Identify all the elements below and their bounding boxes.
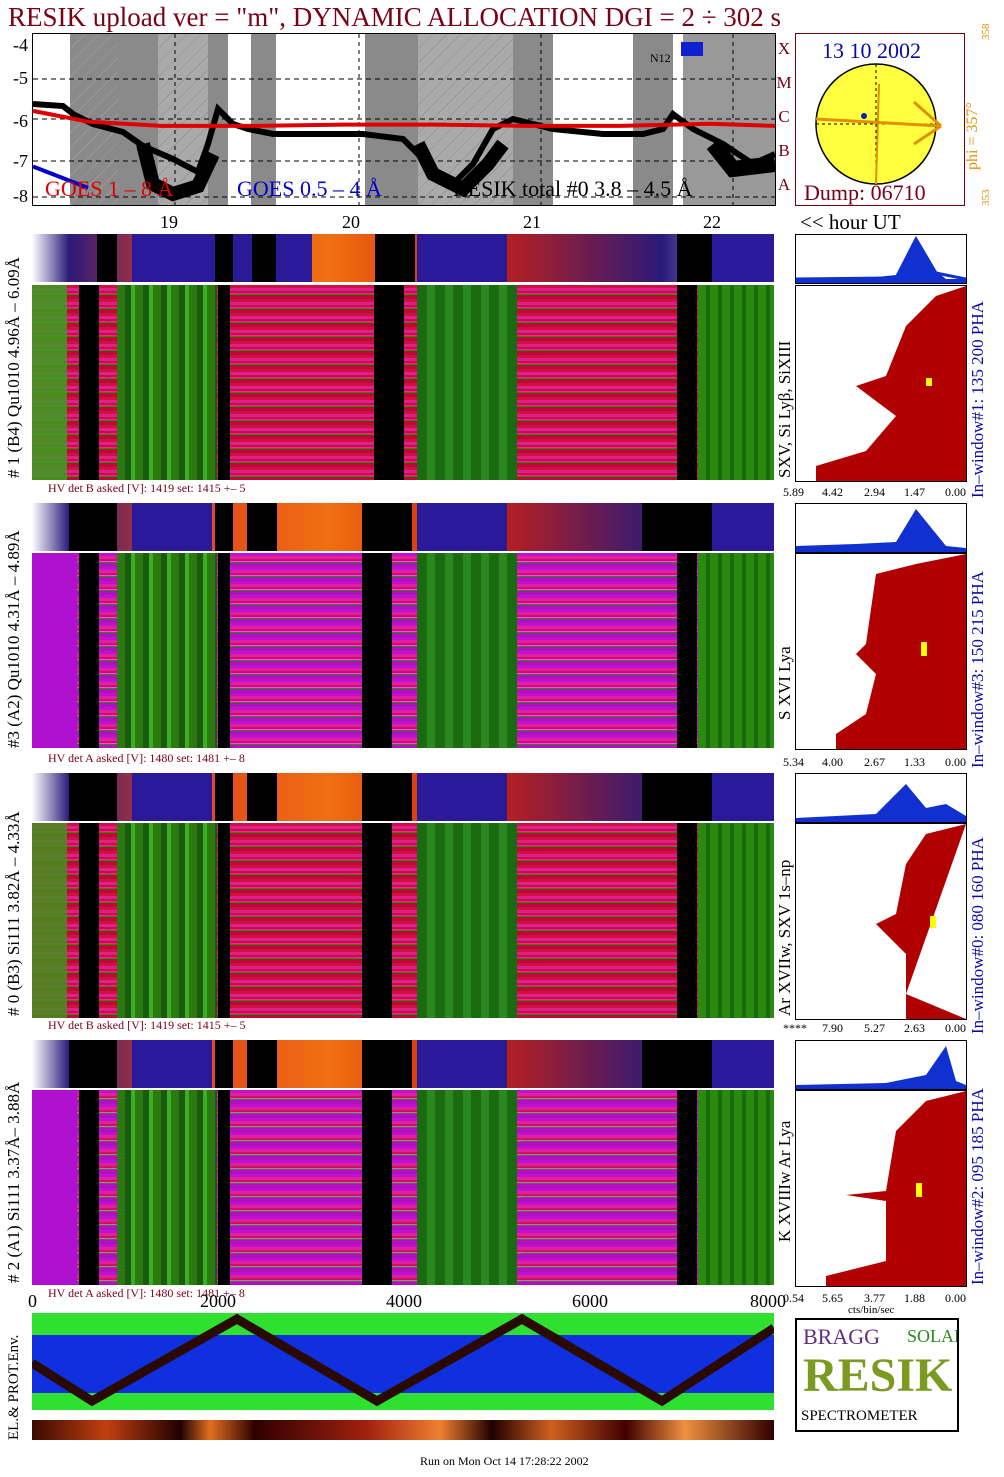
count-histogram-2 bbox=[795, 1090, 967, 1287]
hv-line-1: HV det B asked [V]: 1419 set: 1415 +– 5 bbox=[48, 481, 246, 495]
legend-goes-short: GOES 0.5 – 4 Å bbox=[237, 176, 382, 201]
panel-3-left-label: #3 (A2) Qu1010 4.31Å – 4.89Å bbox=[4, 530, 23, 748]
hour-label: 21 bbox=[523, 212, 541, 232]
x-tick: 2000 bbox=[200, 1291, 236, 1311]
logo-caption: SPECTROMETER bbox=[801, 1408, 918, 1424]
figure-title: RESIK upload ver = "m", DYNAMIC ALLOCATI… bbox=[8, 2, 782, 32]
panel-0-left-label: # 0 (B3) Si111 3.82Å – 4.33Å bbox=[4, 811, 23, 1016]
panel-1-left-label: # 1 (B4) Qu1010 4.96Å – 6.09Å bbox=[4, 257, 23, 478]
rtick: 0.00 bbox=[945, 1021, 966, 1035]
count-histogram-1 bbox=[795, 285, 967, 482]
rtick: 5.34 bbox=[783, 755, 804, 769]
environment-strip bbox=[32, 1420, 774, 1440]
rtick: 5.27 bbox=[864, 1021, 885, 1035]
y-tick: -6 bbox=[13, 111, 28, 131]
panel-1-window-label: In–window#1: 135 200 PHA bbox=[968, 301, 987, 498]
rtick: 4.42 bbox=[822, 485, 843, 499]
class-label: X bbox=[777, 39, 791, 58]
pha-stripe-1 bbox=[32, 234, 774, 282]
dump-label: Dump: 06710 bbox=[804, 180, 926, 205]
count-histogram-0 bbox=[795, 823, 967, 1020]
pha-stripe-2 bbox=[32, 1040, 774, 1088]
flare-class-column: X M C B A bbox=[775, 32, 793, 204]
count-axis-caption: cts/bin/sec bbox=[848, 1304, 895, 1316]
legend-goes-long: GOES 1 – 8 Å bbox=[45, 176, 174, 201]
spectrogram-2 bbox=[32, 1090, 774, 1285]
footer-run-info: Run on Mon Oct 14 17:28:22 2002 bbox=[420, 1454, 589, 1468]
rtick: 2.67 bbox=[864, 755, 885, 769]
hour-label: 20 bbox=[342, 212, 360, 232]
pha-histogram-1 bbox=[795, 234, 967, 284]
rtick: 2.94 bbox=[864, 485, 885, 499]
pha-histogram-2 bbox=[795, 1040, 967, 1090]
logo-word-bragg: BRAGG bbox=[803, 1324, 881, 1349]
rtick: 3.77 bbox=[864, 1291, 885, 1305]
class-label: A bbox=[777, 175, 791, 194]
hour-axis-caption: << hour UT bbox=[800, 210, 901, 234]
x-tick: 0 bbox=[28, 1291, 37, 1311]
y-tick: -7 bbox=[13, 151, 28, 171]
phi-label: phi = 357° bbox=[964, 102, 981, 170]
y-tick: -4 bbox=[13, 35, 28, 55]
logo-word-resik: RESIK bbox=[803, 1349, 953, 1402]
class-label: M bbox=[776, 73, 792, 92]
rtick: 5.89 bbox=[783, 485, 804, 499]
class-label: C bbox=[778, 107, 790, 126]
rtick: 2.63 bbox=[904, 1021, 925, 1035]
goes-series-svg: N12 bbox=[33, 34, 775, 205]
x-tick: 8000 bbox=[750, 1291, 786, 1311]
rtick: 0.00 bbox=[945, 755, 966, 769]
panel-0-right-label: Ar XVIIw, SXV 1s–np bbox=[775, 859, 794, 1016]
hv-line-3: HV det A asked [V]: 1480 set: 1481 +– 8 bbox=[48, 751, 245, 765]
y-tick: -5 bbox=[13, 68, 28, 88]
logo-word-solar: SOLAR bbox=[907, 1326, 957, 1346]
sun-disk-svg bbox=[815, 63, 942, 185]
rtick: 0.00 bbox=[945, 485, 966, 499]
rtick: **** bbox=[783, 1021, 807, 1035]
hv-line-0: HV det B asked [V]: 1419 set: 1415 +– 5 bbox=[48, 1018, 246, 1032]
pha-histogram-3 bbox=[795, 503, 967, 553]
rtick: 1.88 bbox=[904, 1291, 925, 1305]
legend-resik-total: RESIK total #0 3.8 – 4.5 Å bbox=[453, 176, 693, 201]
phi-bottom: 353 bbox=[980, 189, 992, 207]
panel-2-window-label: In–window#2: 095 185 PHA bbox=[968, 1088, 987, 1285]
pha-histogram-0 bbox=[795, 773, 967, 823]
panel-1-right-label: SXV, Si Lyβ, SiXIII bbox=[775, 340, 794, 478]
rtick: 0.00 bbox=[945, 1291, 966, 1305]
resik-logo: BRAGG RESIK SOLAR SPECTROMETER bbox=[795, 1318, 959, 1432]
panel-3-window-label: In–window#3: 150 215 PHA bbox=[968, 571, 987, 768]
panel-0-window-label: In–window#0: 080 160 PHA bbox=[968, 837, 987, 1034]
rtick: 1.47 bbox=[904, 485, 925, 499]
sun-position-panel: 13 10 2002 Dump: 06710 bbox=[795, 33, 965, 206]
hv-line-2: HV det A asked [V]: 1480 set: 1481 +– 8 bbox=[48, 1286, 245, 1300]
phi-top: 358 bbox=[980, 23, 992, 41]
panel-2-right-label: K XVIIIw Ar Lya bbox=[775, 1120, 794, 1242]
panel-3-right-label: S XVI Lya bbox=[775, 646, 794, 720]
sun-date: 13 10 2002 bbox=[822, 38, 921, 63]
x-tick: 4000 bbox=[386, 1291, 422, 1311]
rtick: 4.00 bbox=[822, 755, 843, 769]
spectrogram-1 bbox=[32, 285, 774, 480]
hour-label: 19 bbox=[160, 212, 178, 232]
annotation-label: N12 bbox=[650, 51, 671, 65]
count-histogram-3 bbox=[795, 553, 967, 750]
class-label: B bbox=[778, 141, 790, 160]
spectrogram-0 bbox=[32, 823, 774, 1018]
rtick: 7.90 bbox=[822, 1021, 843, 1035]
hour-label: 22 bbox=[703, 212, 721, 232]
pha-stripe-0 bbox=[32, 773, 774, 821]
env-label: EL.& PROT.Env. bbox=[6, 1334, 22, 1440]
panel-2-left-label: # 2 (A1) Si111 3.37Å– 3.88Å bbox=[4, 1081, 23, 1283]
environment-plot bbox=[32, 1313, 774, 1410]
spectrogram-3 bbox=[32, 553, 774, 748]
series-line-0 bbox=[33, 108, 775, 128]
rtick: 0.54 bbox=[783, 1291, 804, 1305]
goes-lightcurve-plot: N12 GOES 1 – 8 Å GOES 0.5 – 4 Å RESIK to… bbox=[32, 33, 776, 206]
rtick: 5.65 bbox=[822, 1291, 843, 1305]
y-tick: -8 bbox=[13, 186, 28, 206]
x-tick: 6000 bbox=[572, 1291, 608, 1311]
rtick: 1.33 bbox=[904, 755, 925, 769]
pha-stripe-3 bbox=[32, 503, 774, 551]
series-line-1 bbox=[33, 164, 89, 190]
